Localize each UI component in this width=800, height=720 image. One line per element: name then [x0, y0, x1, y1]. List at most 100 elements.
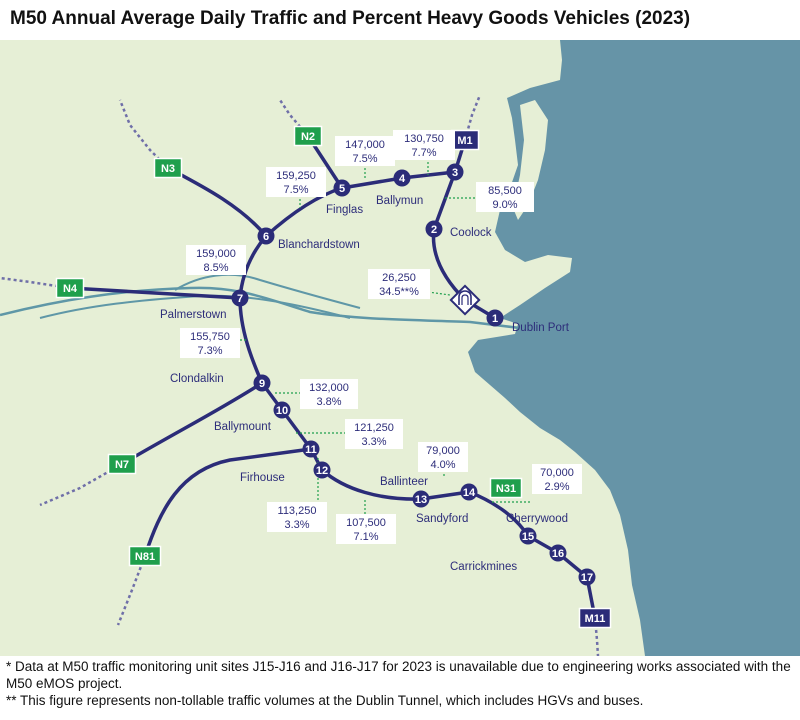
hgv-percent: 7.1% — [353, 531, 378, 543]
place-sandyford: Sandyford — [416, 513, 468, 525]
route-shield-n7: N7 — [107, 453, 137, 475]
place-carrickmines: Carrickmines — [450, 561, 517, 573]
junction-number: 1 — [492, 313, 498, 325]
junction-number: 3 — [452, 167, 458, 179]
junction-number: 12 — [316, 465, 328, 477]
hgv-percent: 8.5% — [203, 262, 228, 274]
n4-road — [68, 286, 242, 300]
junction-number: 4 — [399, 173, 406, 185]
hgv-percent: 9.0% — [492, 199, 517, 211]
traffic-label: 132,000 3.8% — [300, 379, 358, 409]
junction-number: 2 — [431, 224, 437, 236]
traffic-label: 130,750 7.7% — [393, 130, 455, 160]
aadt-value: 85,500 — [488, 185, 522, 197]
traffic-label: 121,250 3.3% — [345, 419, 403, 449]
route-label: N81 — [135, 551, 155, 563]
route-shield-n2: N2 — [293, 125, 323, 147]
aadt-value: 79,000 — [426, 445, 460, 457]
place-ballymun: Ballymun — [376, 195, 423, 207]
aadt-value: 70,000 — [540, 467, 574, 479]
aadt-value: 26,250 — [382, 272, 416, 284]
junction-number: 16 — [552, 548, 564, 560]
footnote-1: * Data at M50 traffic monitoring unit si… — [6, 659, 791, 691]
junction-16 — [549, 544, 567, 562]
junction-12 — [313, 461, 331, 479]
junction-4 — [393, 169, 411, 187]
junction-number: 17 — [581, 572, 593, 584]
tunnel-icon — [449, 284, 481, 316]
route-label: N3 — [161, 163, 175, 175]
junction-1 — [486, 309, 504, 327]
sea-area — [468, 40, 800, 656]
junction-13 — [412, 490, 430, 508]
hgv-percent: 2.9% — [544, 481, 569, 493]
hgv-percent: 7.5% — [283, 184, 308, 196]
junction-9 — [253, 374, 271, 392]
junction-number: 10 — [276, 405, 288, 417]
route-label: N7 — [115, 459, 129, 471]
junction-14 — [460, 483, 478, 501]
place-firhouse: Firhouse — [240, 472, 285, 484]
junction-17 — [578, 568, 596, 586]
hgv-percent: 7.3% — [197, 345, 222, 357]
junction-number: 5 — [339, 183, 345, 195]
aadt-value: 159,000 — [196, 248, 236, 260]
junction-15 — [519, 527, 537, 545]
n81-road — [143, 447, 313, 558]
footnotes: * Data at M50 traffic monitoring unit si… — [6, 658, 796, 709]
hgv-percent: 3.3% — [361, 436, 386, 448]
traffic-label: 70,000 2.9% — [532, 464, 582, 494]
route-label: N4 — [63, 283, 78, 295]
place-ballymount: Ballymount — [214, 421, 272, 433]
junction-7 — [231, 289, 249, 307]
aadt-value: 130,750 — [404, 133, 444, 145]
route-shield-n31: N31 — [489, 477, 523, 499]
map-title: M50 Annual Average Daily Traffic and Per… — [10, 8, 691, 29]
route-label: N2 — [301, 131, 315, 143]
place-blanchardstown: Blanchardstown — [278, 239, 360, 251]
n7-road — [120, 381, 264, 466]
junction-11 — [302, 440, 320, 458]
route-shield-n81: N81 — [128, 545, 162, 567]
junction-5 — [333, 179, 351, 197]
m50-south — [467, 490, 597, 620]
traffic-label: 107,500 7.1% — [336, 514, 396, 544]
junction-number: 6 — [263, 231, 269, 243]
place-clondalkin: Clondalkin — [170, 373, 224, 385]
traffic-label: 147,000 7.5% — [335, 136, 395, 166]
route-shield-n3: N3 — [153, 157, 183, 179]
route-shield-m1: M1 — [450, 129, 480, 151]
aadt-value: 113,250 — [278, 505, 317, 517]
hgv-percent: 34.5**% — [379, 286, 419, 298]
place-dublin-port: Dublin Port — [512, 322, 570, 334]
traffic-label: 159,250 7.5% — [266, 167, 326, 197]
junction-2 — [425, 220, 443, 238]
river-tolka — [174, 273, 361, 309]
n81-extension — [116, 555, 147, 626]
junction-number: 13 — [415, 494, 427, 506]
place-finglas: Finglas — [326, 204, 363, 216]
traffic-label: 85,500 9.0% — [476, 182, 534, 212]
hgv-percent: 3.8% — [316, 396, 341, 408]
hgv-percent: 7.7% — [411, 147, 436, 159]
route-label: N31 — [496, 483, 516, 495]
aadt-value: 121,250 — [354, 422, 394, 434]
traffic-label: 113,250 3.3% — [267, 502, 327, 532]
junction-10 — [273, 401, 291, 419]
route-label: M11 — [585, 613, 606, 625]
aadt-value: 147,000 — [345, 139, 385, 151]
footnote-2: ** This figure represents non-tollable t… — [6, 693, 644, 708]
aadt-value: 132,000 — [309, 382, 349, 394]
route-shield-m11: M11 — [578, 607, 612, 629]
junction-number: 15 — [522, 531, 534, 543]
junction-number: 11 — [305, 444, 317, 456]
route-shield-n4: N4 — [55, 277, 85, 299]
aadt-value: 155,750 — [190, 331, 230, 343]
junction-6 — [257, 227, 275, 245]
aadt-value: 107,500 — [346, 517, 386, 529]
traffic-label: 155,750 7.3% — [180, 328, 240, 358]
junction-3 — [446, 163, 464, 181]
place-coolock: Coolock — [450, 227, 492, 239]
junction-number: 14 — [463, 487, 476, 499]
hgv-percent: 4.0% — [430, 459, 455, 471]
